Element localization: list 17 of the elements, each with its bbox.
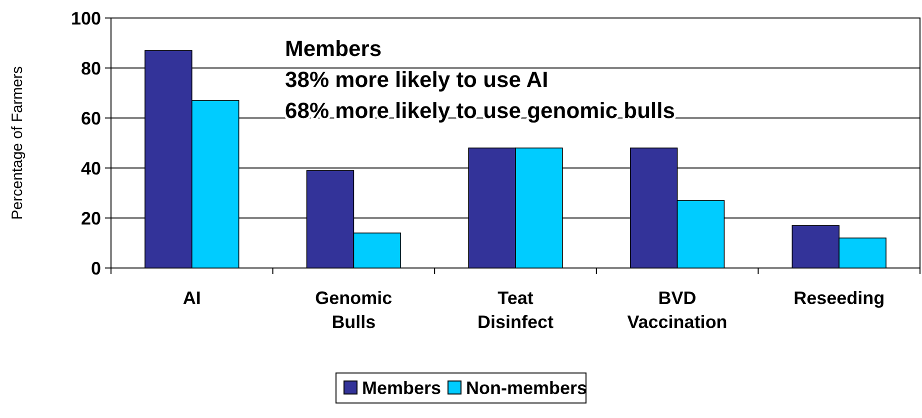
y-axis-title: Percentage of Farmers [9,66,26,220]
y-tick-label: 60 [80,108,101,128]
x-tick-label: Reseeding [794,288,885,308]
y-tick-label: 100 [70,8,101,28]
annotation: 68% more likely to use genomic bulls [285,98,676,123]
y-tick-label: 20 [80,208,101,228]
y-tick-label: 0 [90,258,101,278]
legend-label: Non-members [466,378,588,398]
x-tick-label: Genomic Bulls [315,288,392,332]
x-tick-label: AI [182,288,201,308]
legend-label: Members [362,378,442,398]
annotation: 38% more likely to use AI [285,67,548,92]
annotation: Members [285,36,382,61]
y-tick-label: 80 [80,58,101,78]
y-tick-label: 40 [80,158,101,178]
x-tick-label: Teat Disinfect [477,288,554,332]
x-tick-label: BVD Vaccination [627,288,728,332]
